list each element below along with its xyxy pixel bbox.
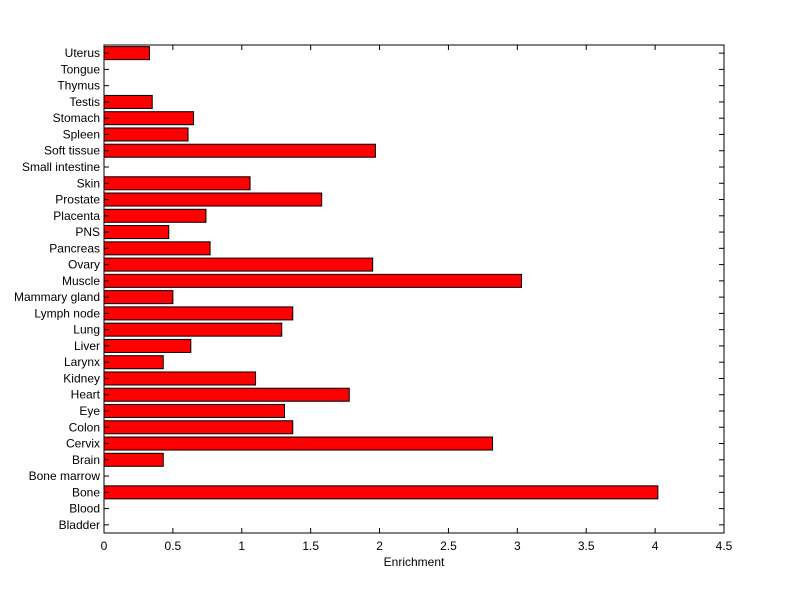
- x-axis-label: Enrichment: [384, 555, 445, 569]
- x-tick-label-6: 3: [514, 539, 521, 553]
- y-tick-label-bladder: Bladder: [59, 518, 100, 532]
- y-tick-label-small-intestine: Small intestine: [22, 160, 100, 174]
- bar-brain: [103, 452, 164, 467]
- y-tick-label-pancreas: Pancreas: [49, 241, 100, 255]
- y-tick-label-muscle: Muscle: [62, 274, 100, 288]
- y-tick-label-soft-tissue: Soft tissue: [44, 144, 100, 158]
- y-tick-label-blood: Blood: [69, 502, 100, 516]
- bar-mammary-gland: [103, 290, 174, 305]
- x-tick-label-4: 2: [376, 539, 383, 553]
- y-tick-label-cervix: Cervix: [66, 437, 100, 451]
- x-tick-label-3: 1.5: [302, 539, 319, 553]
- y-tick-label-liver: Liver: [74, 339, 100, 353]
- bar-kidney: [103, 371, 257, 386]
- y-tick-label-tongue: Tongue: [61, 62, 101, 76]
- y-tick-label-placenta: Placenta: [53, 209, 100, 223]
- y-tick-labels: Bladder Blood Bone Bone marrow Brain Cervix Co…: [14, 46, 101, 532]
- bar-colon: [103, 420, 294, 435]
- x-tick-labels: 0 0.5 1 1.5 2 2.5 3 3.5 4 4.5: [101, 539, 733, 553]
- bar-prostate: [103, 192, 323, 207]
- x-tick-label-5: 2.5: [440, 539, 457, 553]
- bar-eye: [103, 403, 285, 419]
- y-tick-label-brain: Brain: [72, 453, 100, 467]
- bar-placenta: [103, 208, 207, 223]
- axis-ticks: [103, 45, 725, 533]
- y-tick-label-bone: Bone: [72, 485, 100, 499]
- bar-lung: [103, 322, 283, 337]
- x-tick-label-2: 1: [238, 539, 245, 553]
- y-tick-label-kidney: Kidney: [63, 371, 100, 385]
- bar-stomach: [103, 111, 195, 126]
- y-tick-label-prostate: Prostate: [55, 193, 100, 207]
- bar-skin: [103, 176, 251, 191]
- bar-bone: [103, 485, 659, 500]
- bar-liver: [103, 338, 192, 353]
- x-tick-label-7: 3.5: [578, 539, 595, 553]
- bar-larynx: [103, 355, 164, 370]
- x-tick-label-0: 0: [101, 539, 108, 553]
- y-tick-label-lymph-node: Lymph node: [34, 306, 100, 320]
- y-tick-label-ovary: Ovary: [68, 258, 100, 272]
- y-tick-label-spleen: Spleen: [63, 127, 100, 141]
- y-tick-label-heart: Heart: [71, 388, 101, 402]
- bar-pancreas: [103, 241, 211, 256]
- y-tick-label-thymus: Thymus: [57, 79, 100, 93]
- y-tick-label-testis: Testis: [69, 95, 100, 109]
- bar-heart: [103, 387, 350, 402]
- x-tick-label-9: 4.5: [716, 539, 733, 553]
- x-tick-label-8: 4: [652, 539, 659, 553]
- y-tick-label-skin: Skin: [77, 176, 100, 190]
- y-tick-label-colon: Colon: [69, 420, 100, 434]
- y-tick-label-pns: PNS: [75, 225, 100, 239]
- plot-area-frame: [103, 44, 725, 534]
- bar-uterus: [103, 46, 150, 61]
- bar-lymph-node: [103, 306, 294, 321]
- bar-muscle: [103, 273, 522, 288]
- y-tick-label-mammary-gland: Mammary gland: [14, 290, 100, 304]
- bar-spleen: [103, 127, 189, 142]
- y-tick-label-larynx: Larynx: [64, 355, 100, 369]
- y-tick-label-stomach: Stomach: [53, 111, 100, 125]
- bar-pns: [103, 225, 170, 240]
- y-tick-label-bone-marrow: Bone marrow: [29, 469, 101, 483]
- y-tick-label-eye: Eye: [79, 404, 100, 418]
- y-tick-label-lung: Lung: [73, 323, 100, 337]
- bars-group: [103, 46, 659, 500]
- bar-soft-tissue: [103, 143, 376, 158]
- bar-ovary: [103, 257, 374, 272]
- x-tick-label-1: 0.5: [165, 539, 182, 553]
- y-tick-label-uterus: Uterus: [65, 46, 100, 60]
- bar-testis: [103, 94, 153, 109]
- bar-cervix: [103, 436, 494, 451]
